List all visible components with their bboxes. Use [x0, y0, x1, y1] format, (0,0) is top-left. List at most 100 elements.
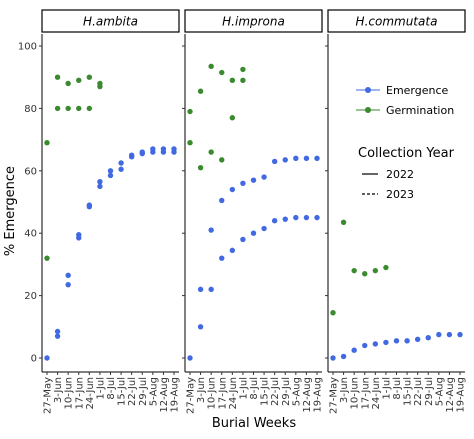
x-tick-label: 27-May — [329, 377, 340, 414]
x-tick-label: 12-Aug — [159, 377, 170, 413]
emergence-point — [208, 286, 214, 293]
x-tick-label: 8-Jul — [392, 377, 403, 400]
x-tick-label: 19-Aug — [313, 377, 324, 413]
x-tick-label: 29-Jul — [424, 377, 435, 406]
y-tick-label: 100 — [18, 42, 37, 53]
emergence-point — [76, 232, 82, 238]
x-tick-label: 24-Jun — [371, 377, 382, 410]
germination-point — [44, 140, 50, 146]
x-tick-label: 5-Aug — [434, 377, 445, 406]
germination-point — [219, 157, 225, 163]
emergence-point — [118, 160, 124, 166]
x-tick-label: 8-Jul — [106, 377, 117, 400]
emergence-point — [393, 338, 400, 344]
y-tick-label: 20 — [24, 291, 37, 302]
emergence-point — [171, 146, 177, 152]
emergence-point — [372, 341, 379, 347]
germination-point — [187, 140, 193, 146]
emergence-point — [219, 255, 225, 261]
x-tick-label: 22-Jul — [127, 377, 138, 406]
emergence-point — [383, 339, 389, 346]
germination-point — [76, 105, 82, 112]
legend-2023-label: 2023 — [386, 188, 414, 201]
emergence-point — [160, 146, 167, 152]
germination-point — [229, 115, 236, 121]
emergence-point — [128, 152, 135, 158]
emergence-point — [362, 342, 368, 349]
panel-title: H.ambita — [83, 15, 138, 29]
x-tick-label: 24-Jun — [228, 377, 239, 410]
panel-strip — [184, 9, 323, 33]
emergence-point — [54, 333, 61, 339]
germination-point — [330, 310, 336, 316]
emergence-point — [436, 331, 442, 338]
germination-point — [197, 164, 204, 171]
emergence-point — [340, 353, 347, 360]
x-tick-label: 27-May — [43, 377, 54, 414]
x-tick-label: 15-Jul — [260, 377, 271, 406]
x-tick-label: 10-Jun — [350, 377, 361, 410]
x-tick-label: 19-Aug — [456, 377, 467, 413]
panel-0: H.ambita 0 20 40 60 80 100 27-May 3-Jun 10-Jun 17-… — [18, 9, 181, 414]
panel-2: H.commutata 27-May 3-Jun 10-Jun 17-Jun 24-Jun… — [325, 9, 467, 414]
germination-point — [86, 74, 93, 80]
germination-point — [351, 267, 357, 274]
germination-point — [240, 77, 246, 84]
germination-point — [372, 267, 379, 274]
emergence-point — [197, 324, 204, 330]
emergence-point — [303, 155, 310, 162]
x-tick-label: 17-Jun — [217, 377, 228, 410]
emergence-point — [97, 183, 103, 190]
x-axis-title: Burial Weeks — [212, 416, 296, 431]
germination-point — [340, 219, 347, 225]
germination-point — [187, 108, 193, 115]
germination-point — [208, 149, 214, 155]
germination-point — [219, 69, 225, 76]
emergence-point — [229, 247, 236, 254]
panel-strip — [327, 9, 466, 33]
legend-germination-label: Germination — [386, 104, 454, 117]
x-tick-label: 3-Jun — [339, 377, 350, 403]
x-tick-label: 22-Jul — [270, 377, 281, 406]
emergence-point — [314, 155, 320, 162]
x-tick-label: 12-Aug — [445, 377, 456, 413]
x-tick-label: 17-Jun — [360, 377, 371, 410]
x-tick-label: 17-Jun — [74, 377, 85, 410]
emergence-point — [293, 214, 299, 221]
panel-title: H.commutata — [356, 15, 438, 29]
panel-1: H.improna 27-May 3-Jun 10-Jun 17-Jun 24-Jun 1-… — [182, 9, 324, 414]
panel-strip — [41, 9, 180, 33]
emergence-point — [219, 197, 225, 204]
emergence-point — [261, 174, 267, 180]
emergence-point — [282, 216, 288, 222]
emergence-point — [139, 149, 145, 155]
emergence-point — [65, 272, 71, 279]
x-tick-label: 10-Jun — [207, 377, 218, 410]
emergence-point — [187, 355, 193, 361]
germination-point — [383, 264, 389, 271]
emergence-point — [97, 179, 103, 185]
y-tick-label: 80 — [24, 104, 37, 115]
x-tick-label: 15-Jul — [403, 377, 414, 406]
x-tick-label: 1-Jul — [381, 377, 392, 400]
y-axis-title: % Emergence — [3, 166, 18, 256]
y-tick-label: 60 — [24, 166, 37, 177]
germination-point — [229, 77, 236, 84]
x-tick-label: 10-Jun — [64, 377, 75, 410]
x-tick-label: 3-Jun — [53, 377, 64, 403]
emergence-point — [261, 225, 267, 232]
x-tick-label: 24-Jun — [85, 377, 96, 410]
panel-title: H.improna — [222, 15, 285, 29]
legend-collection-year-title: Collection Year — [358, 146, 455, 161]
legend-emergence-label: Emergence — [386, 84, 449, 97]
emergence-point — [250, 230, 257, 236]
germination-point — [208, 63, 214, 69]
legend-emergence-key-dot — [365, 87, 371, 93]
emergence-point — [229, 186, 236, 193]
x-tick-label: 1-Jul — [95, 377, 106, 400]
emergence-point — [250, 177, 257, 183]
x-tick-label: 29-Jul — [138, 377, 149, 406]
emergence-point — [240, 180, 246, 186]
legend: Emergence Germination Collection Year 20… — [356, 84, 455, 201]
